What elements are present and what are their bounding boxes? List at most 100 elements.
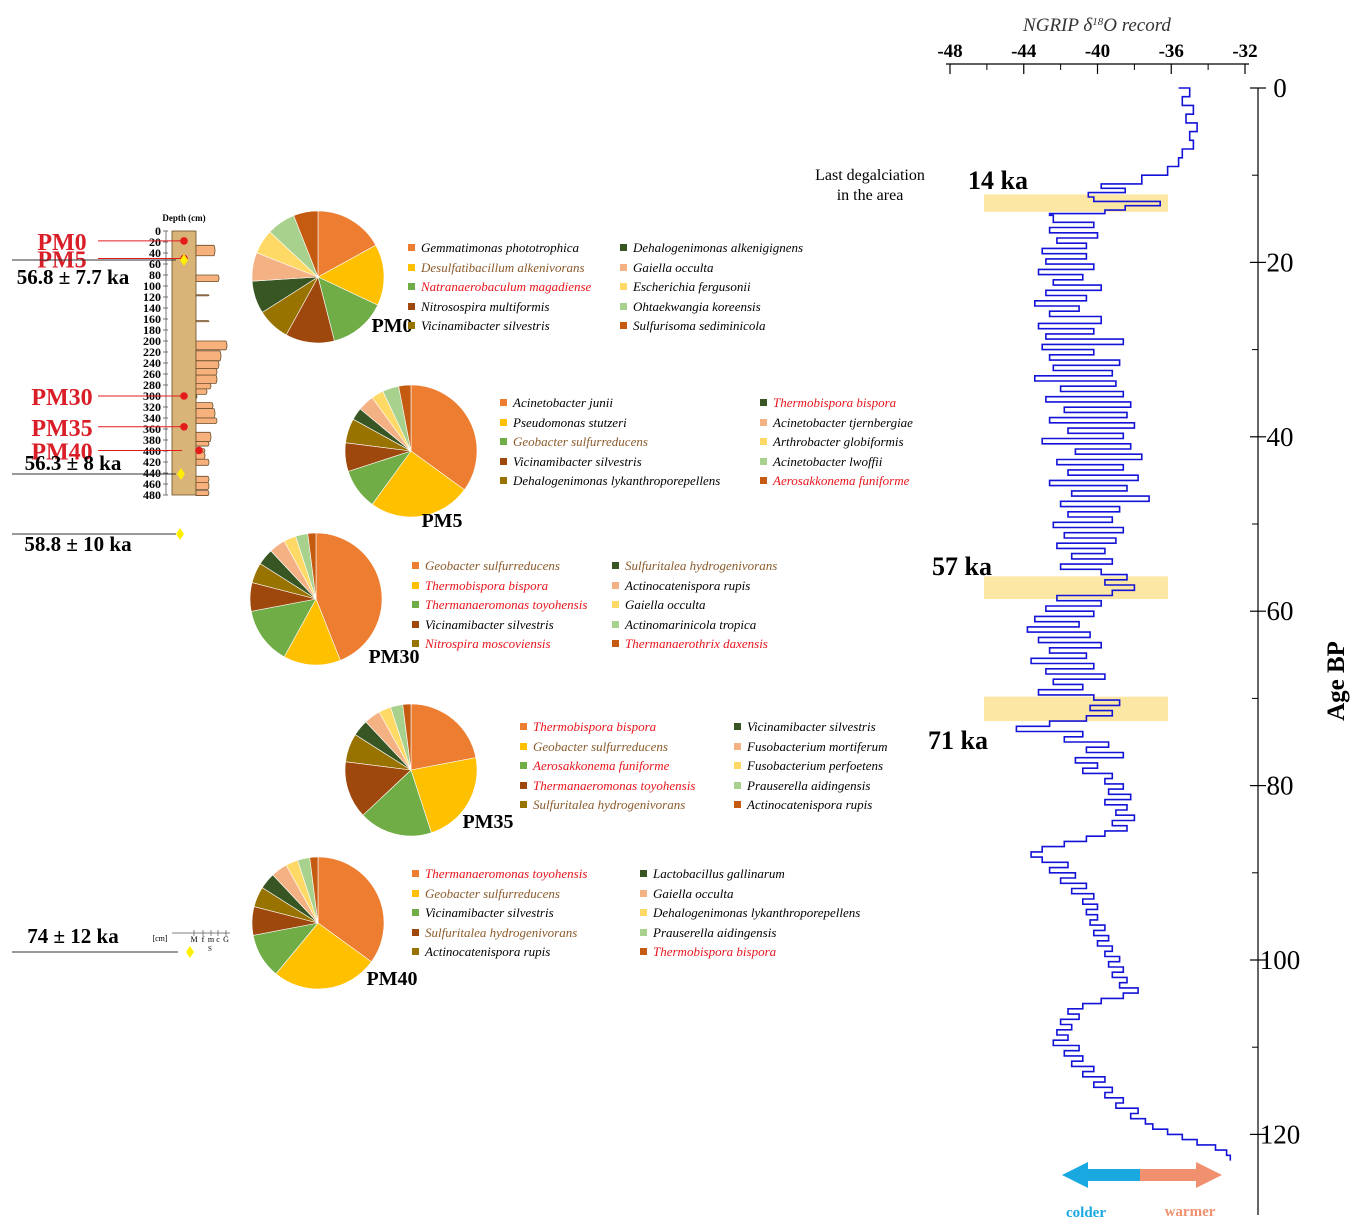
legend-label: Nitrospira moscoviensis [425, 636, 551, 651]
legend-item: Pseudomonas stutzeri [500, 413, 627, 433]
legend-label: Vicinamibacter silvestris [425, 905, 554, 920]
legend-item: Vicinamibacter silvestris [734, 717, 876, 737]
legend-swatch [412, 889, 419, 897]
legend-label: Actinocatenispora rupis [625, 577, 751, 593]
y-tick-label: 0 [1273, 73, 1287, 103]
sand-bed [195, 294, 210, 297]
temperature-arrow: colder warmer [1062, 1162, 1222, 1221]
depth-tick-label: 180 [143, 323, 161, 337]
sand-bed [195, 320, 210, 323]
legend-item: Gemmatimonas phototrophica [408, 238, 579, 258]
legend-swatch [640, 948, 647, 955]
legend-swatch [760, 457, 767, 465]
depth-tick-label: 100 [143, 279, 161, 293]
depth-tick-label: 420 [143, 455, 161, 469]
age-label: 58.8 ± 10 ka [24, 532, 132, 556]
grain-label: m [208, 935, 215, 944]
legend-label: Thermobispora bispora [425, 577, 549, 593]
pie-slice [344, 761, 412, 816]
legend-item: Thermobispora bispora [640, 942, 776, 962]
legend-label: Actinocatenispora rupis [425, 944, 551, 959]
sand-bed [195, 368, 218, 376]
depth-tick-label: 0 [155, 224, 161, 238]
degalciation-annotation-line2: in the area [837, 187, 904, 204]
legend-label: Thermanaeromonas toyohensis [425, 866, 588, 881]
legend-label: Vicinamibacter silvestris [747, 719, 876, 734]
depth-tick-label: 260 [143, 367, 161, 381]
legend-swatch [620, 263, 627, 271]
legend-label: Escherichia fergusonii [633, 279, 751, 294]
legend-swatch [412, 640, 419, 647]
sample-label: PM0 [37, 230, 86, 256]
sample-label: PM40 [31, 439, 92, 465]
depth-tick-label: 400 [143, 444, 161, 458]
sample-dot [195, 446, 203, 455]
legend-swatch [734, 781, 741, 789]
age-diamond [186, 946, 194, 958]
sand-bed [195, 340, 228, 351]
legend-swatch [612, 640, 619, 647]
age-label: 56.8 ± 7.7 ka [17, 265, 130, 289]
pie-slice [371, 450, 465, 518]
legend-swatch [408, 263, 415, 271]
legend-item: Geobacter sulfurreducens [520, 737, 668, 757]
age-label: 74 ± 12 ka [27, 924, 119, 948]
sand-bed [195, 393, 198, 400]
y-tick-label: 40 [1267, 422, 1294, 452]
legend-label: Geobacter sulfurreducens [513, 434, 648, 449]
legend-label: Acinetobacter tjernbergiae [773, 414, 913, 430]
legend-swatch [408, 283, 415, 290]
depth-tick-label: 320 [143, 400, 161, 414]
legend-item: Vicinamibacter silvestris [408, 316, 550, 336]
sand-bed [195, 475, 210, 483]
age-label: 56.3 ± 8 ka [25, 451, 122, 475]
age-diamond [180, 254, 188, 266]
event-band-1 [984, 576, 1168, 599]
legend-label: Prauserella aidingensis [747, 777, 871, 793]
depth-tick-label: 80 [149, 268, 161, 282]
depth-tick-label: 160 [143, 312, 161, 326]
y-tick-label: 60 [1267, 596, 1294, 626]
y-tick-label: 80 [1267, 771, 1294, 801]
legend-label: Thermobispora bispora [533, 719, 657, 734]
legend-label: Dehalogenimonas lykanthroporepellens [653, 905, 861, 920]
x-tick-label: -40 [1085, 41, 1110, 62]
sand-bed [195, 417, 218, 424]
legend-item: Thermobispora bispora [520, 717, 656, 737]
legend-swatch [612, 601, 619, 608]
legend-item: Dehalogenimonas alkenigignens [620, 238, 803, 258]
pie-slice [250, 598, 317, 658]
legend-label: Aerosakkonema funiforme [773, 473, 910, 488]
sand-bed [195, 402, 214, 410]
pie-slice [293, 210, 319, 278]
depth-tick-label: 480 [143, 488, 161, 502]
age-diamond [177, 468, 185, 480]
legend-item: Acinetobacter lwoffii [760, 452, 882, 472]
pie-slice [317, 276, 379, 342]
legend-label: Fusobacterium mortiferum [747, 738, 888, 754]
pie-slice [362, 769, 432, 837]
legend-swatch [760, 418, 767, 426]
legend-label: Desulfatibacillum alkenivorans [421, 259, 585, 275]
legend-item: Fusobacterium perfoetens [734, 756, 883, 776]
sand-bed [195, 431, 212, 443]
warmer-label: warmer [1165, 1204, 1216, 1220]
legend-item: Actinocatenispora rupis [412, 942, 550, 962]
sand-bed [195, 360, 220, 369]
sample-dot [180, 392, 188, 400]
legend-label: Acinetobacter lwoffii [773, 453, 883, 469]
depth-tick-label: 280 [143, 378, 161, 392]
depth-tick-label: 20 [149, 235, 161, 249]
legend-label: Dehalogenimonas lykanthroporepellens [513, 473, 721, 488]
legend-swatch [408, 244, 415, 251]
depth-tick-label: 360 [143, 422, 161, 436]
legend-label: Natranaerobaculum magadiense [421, 279, 592, 294]
sand-bed [195, 458, 210, 466]
sand-bed [195, 441, 210, 447]
pie-slice [307, 532, 317, 600]
legend-label: Pseudomonas stutzeri [513, 414, 627, 430]
legend-swatch [520, 781, 527, 789]
depth-title: Depth (cm) [162, 213, 205, 223]
sample-dot [180, 423, 188, 431]
x-tick-label: -32 [1232, 41, 1257, 62]
